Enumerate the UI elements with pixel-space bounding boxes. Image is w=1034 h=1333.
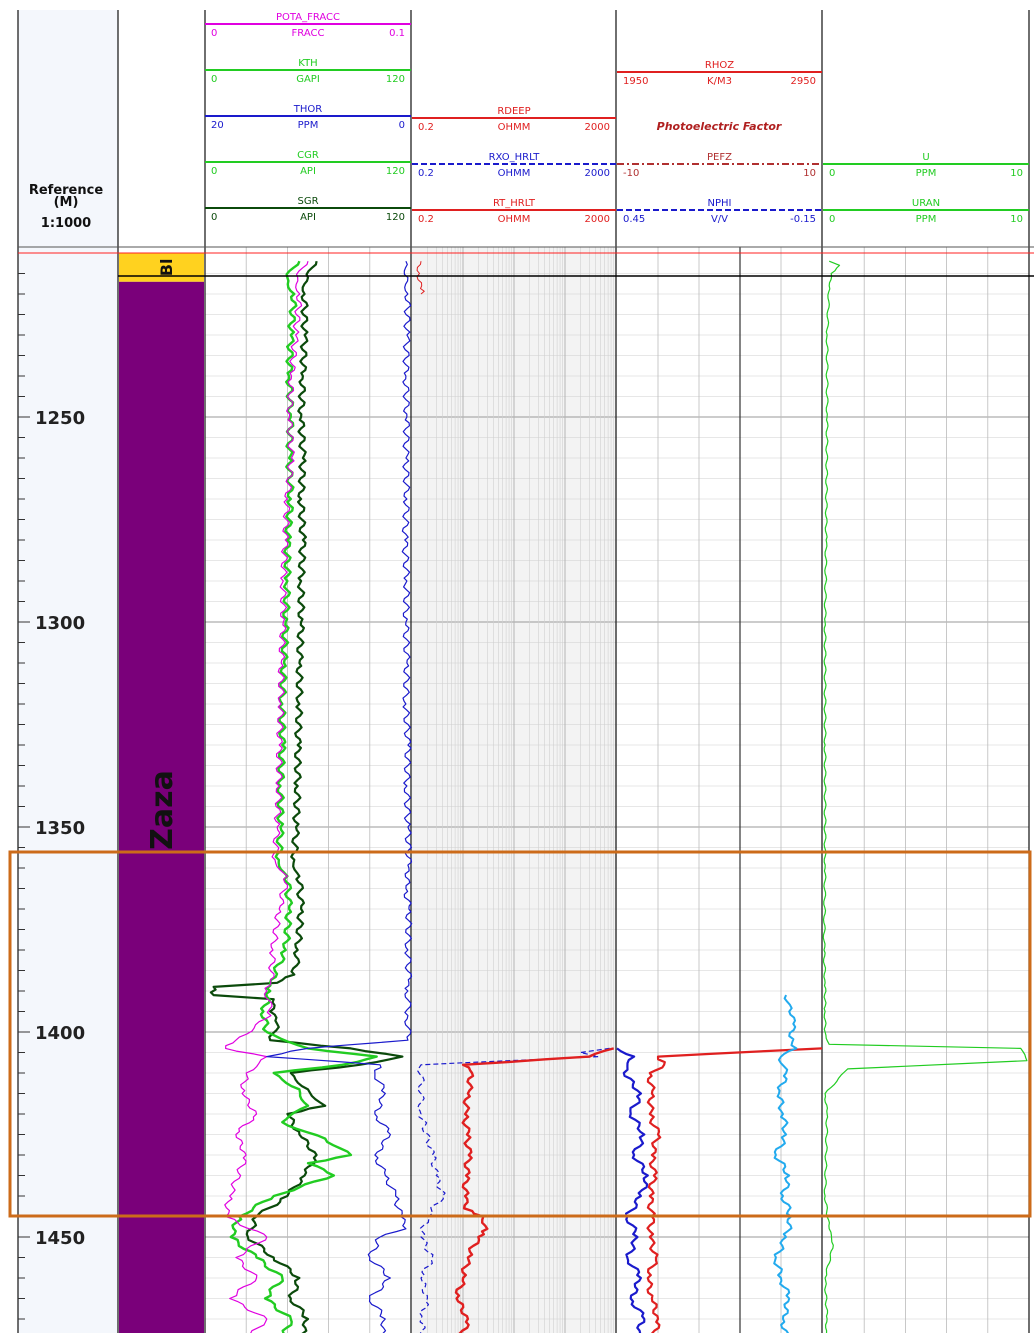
curve-scale-min: 0: [211, 166, 217, 177]
curve-scale-max: 10: [1010, 168, 1023, 179]
curve-mnemonic: URAN: [912, 198, 940, 209]
formation-interval: [119, 281, 204, 1333]
curve-scale-min: 0: [211, 28, 217, 39]
curve-unit: FRACC: [292, 28, 325, 39]
curve-mnemonic: SGR: [297, 196, 318, 207]
highlight-interval-box: [8, 850, 1032, 1218]
curve-header: URAN 0 PPM 10: [823, 198, 1029, 225]
formation-label: Bl: [157, 259, 176, 277]
curve-mnemonic: RXO_HRLT: [489, 152, 541, 163]
formation-label: Zaza: [145, 770, 180, 850]
curve-scale-min: 0.45: [623, 214, 645, 225]
depth-tick-label: 1350: [35, 818, 85, 839]
curve-rxo-hrlt: [417, 1047, 610, 1333]
curve-header: RXO_HRLT 0.2 OHMM 2000: [412, 152, 616, 179]
curve-scale-max: 0: [399, 120, 405, 131]
depth-tick-label: 1450: [35, 1228, 85, 1249]
curve-rdeep: [416, 261, 425, 295]
formation-interval: [119, 253, 204, 282]
curve-scale-max: -0.15: [790, 214, 816, 225]
curve-thor: [266, 260, 413, 1333]
curve-scale-min: 0: [829, 214, 835, 225]
depth-header-unit: (M): [54, 195, 79, 210]
curve-header: SGR 0 API 120: [205, 196, 411, 223]
curve-scale-min: 0: [211, 212, 217, 223]
curve-header: KTH 0 GAPI 120: [205, 58, 411, 85]
curve-pefz: [773, 994, 798, 1333]
depth-header-bg: [18, 10, 118, 247]
depth-tick-label: 1400: [35, 1023, 85, 1044]
curve-unit: K/M3: [707, 76, 732, 87]
curve-unit: OHMM: [498, 214, 531, 225]
depth-track-bg: [18, 247, 118, 1333]
curve-header: CGR 0 API 120: [205, 150, 411, 177]
curve-mnemonic: CGR: [297, 150, 319, 161]
curve-mnemonic: THOR: [293, 104, 322, 115]
formation-header-bg: [118, 10, 205, 247]
curve-scale-max: 2000: [585, 168, 610, 179]
curve-header: PEFZ -10 10: [617, 152, 822, 179]
curve-sgr: [209, 260, 404, 1333]
curve-mnemonic: RHOZ: [705, 60, 734, 71]
curve-header: NPHI 0.45 V/V -0.15: [617, 198, 822, 225]
curve-scale-max: 120: [386, 166, 405, 177]
curve-unit: GAPI: [296, 74, 320, 85]
curve-mnemonic: U: [922, 152, 929, 163]
curve-scale-max: 120: [386, 74, 405, 85]
formation-column: Zaza Bl: [119, 253, 204, 1333]
curve-scale-min: 0: [211, 74, 217, 85]
curve-scale-max: 2000: [585, 214, 610, 225]
curve-mnemonic: NPHI: [708, 198, 732, 209]
curve-scale-max: 2950: [791, 76, 816, 87]
curve-nphi: [616, 1047, 649, 1333]
curve-header: THOR 20 PPM 0: [205, 104, 411, 131]
curve-unit: OHMM: [498, 168, 531, 179]
curve-mnemonic: RDEEP: [497, 106, 530, 117]
curve-scale-min: -10: [623, 168, 639, 179]
curve-scale-min: 0.2: [418, 122, 434, 133]
depth-header-reference: Reference: [29, 183, 103, 198]
curve-scale-min: 20: [211, 120, 224, 131]
depth-header: Reference (M) 1:1000: [29, 183, 103, 231]
curve-scale-max: 10: [803, 168, 816, 179]
curve-scale-max: 2000: [585, 122, 610, 133]
curve-scale-min: 0: [829, 168, 835, 179]
depth-axis: 1250 1300 1350 1400 1450: [18, 252, 85, 1320]
curve-mnemonic: RT_HRLT: [493, 198, 536, 209]
curve-header: RDEEP 0.2 OHMM 2000: [412, 106, 616, 133]
curve-pota-fracc: [224, 261, 309, 1333]
curve-scale-min: 0.2: [418, 214, 434, 225]
curve-scale-max: 10: [1010, 214, 1023, 225]
curve-header: POTA_FRACC 0 FRACC 0.1: [205, 12, 411, 39]
curve-scale-max: 120: [386, 212, 405, 223]
track-headers: POTA_FRACC 0 FRACC 0.1 KTH 0 GAPI 120 THOR 20 PPM 0…: [205, 12, 1029, 225]
curve-unit: API: [300, 166, 316, 177]
depth-header-scale: 1:1000: [41, 216, 91, 231]
curve-rt-hrlt: [454, 1047, 615, 1333]
curves: [209, 260, 1028, 1333]
curve-scale-min: 0.2: [418, 168, 434, 179]
curve-header: RHOZ 1950 K/M3 2950: [617, 60, 822, 87]
track-subtitle: Photoelectric Factor: [657, 120, 782, 133]
curve-mnemonic: PEFZ: [707, 152, 732, 163]
curve-unit: PPM: [916, 214, 937, 225]
curve-rhoz: [646, 1047, 823, 1333]
curve-unit: API: [300, 212, 316, 223]
curve-header: RT_HRLT 0.2 OHMM 2000: [412, 198, 616, 225]
curve-uran: [822, 260, 1028, 1333]
curve-scale-min: 1950: [623, 76, 648, 87]
curve-unit: V/V: [711, 214, 728, 225]
curve-unit: PPM: [916, 168, 937, 179]
depth-tick-label: 1250: [35, 408, 85, 429]
curve-unit: PPM: [298, 120, 319, 131]
curve-unit: OHMM: [498, 122, 531, 133]
curve-header: U 0 PPM 10: [823, 152, 1029, 179]
track-grid: [17, 10, 1034, 1333]
curve-mnemonic: POTA_FRACC: [276, 12, 340, 23]
curve-scale-max: 0.1: [389, 28, 405, 39]
curve-mnemonic: KTH: [298, 58, 317, 69]
depth-tick-label: 1300: [35, 613, 85, 634]
